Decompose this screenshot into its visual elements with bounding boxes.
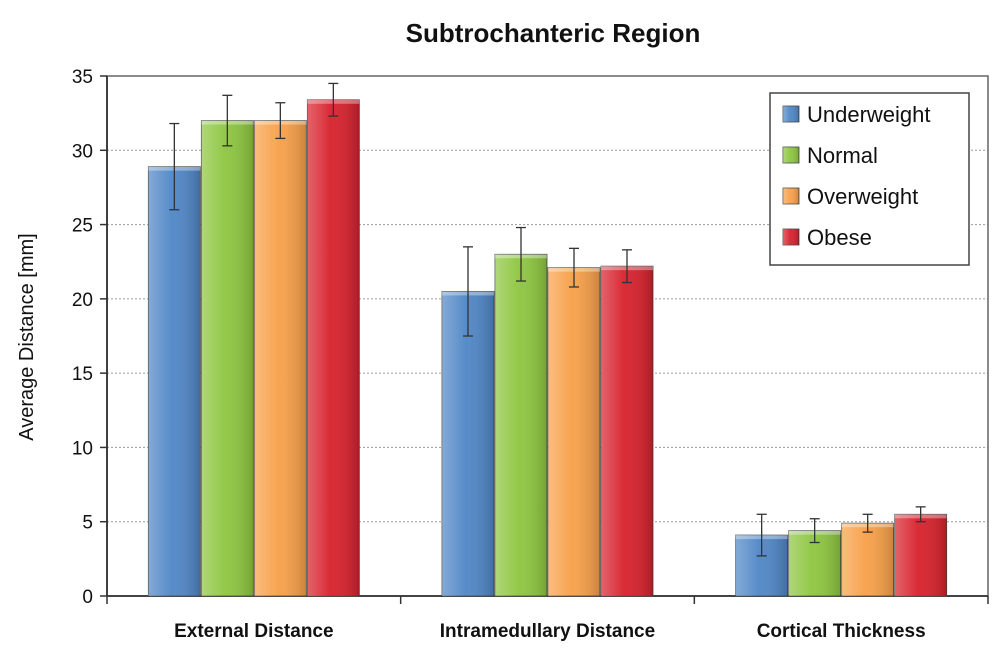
bars bbox=[147, 99, 948, 597]
legend-box bbox=[769, 92, 970, 266]
x-category-labels: External Distance Intramedullary Distance… bbox=[174, 621, 926, 642]
bar-shading bbox=[307, 99, 360, 597]
bar-shading bbox=[548, 267, 600, 596]
bar-shading bbox=[442, 291, 494, 596]
bar-shading bbox=[148, 166, 201, 596]
y-tick-label: 30 bbox=[72, 141, 93, 162]
legend-swatch-shading bbox=[783, 147, 799, 163]
y-tick-label: 10 bbox=[72, 438, 93, 459]
error-bars bbox=[169, 82, 926, 557]
legend-label: Obese bbox=[807, 225, 872, 250]
bar-shading bbox=[601, 266, 653, 596]
y-tick-labels: 0 5 10 15 20 25 30 35 bbox=[72, 67, 93, 608]
y-tick-label: 5 bbox=[82, 513, 93, 534]
y-tick-label: 0 bbox=[82, 587, 93, 608]
legend-swatch-shading bbox=[783, 229, 799, 245]
chart-title: Subtrochanteric Region bbox=[406, 18, 701, 48]
y-tick-label: 20 bbox=[72, 290, 93, 311]
bar-shading bbox=[894, 514, 947, 596]
legend-label: Overweight bbox=[807, 184, 918, 209]
bar-shading bbox=[841, 523, 894, 596]
legend-label: Underweight bbox=[807, 102, 931, 127]
bar-shading bbox=[254, 120, 307, 597]
legend: Underweight Normal Overweight Obese bbox=[769, 92, 970, 266]
x-category-label: Intramedullary Distance bbox=[440, 621, 655, 642]
legend-label: Normal bbox=[807, 143, 878, 168]
y-tick-label: 25 bbox=[72, 216, 93, 237]
legend-swatch-shading bbox=[783, 188, 799, 204]
x-category-label: Cortical Thickness bbox=[757, 621, 926, 642]
bar-shading bbox=[201, 120, 254, 597]
x-category-label: External Distance bbox=[174, 621, 333, 642]
y-tick-label: 15 bbox=[72, 364, 93, 385]
axes bbox=[100, 75, 989, 604]
legend-items: Underweight Normal Overweight Obese bbox=[782, 102, 931, 250]
bar-shading bbox=[495, 254, 547, 597]
y-axis-title: Average Distance [mm] bbox=[16, 233, 38, 441]
y-tick-label: 35 bbox=[72, 67, 93, 88]
legend-swatch-shading bbox=[783, 106, 799, 122]
